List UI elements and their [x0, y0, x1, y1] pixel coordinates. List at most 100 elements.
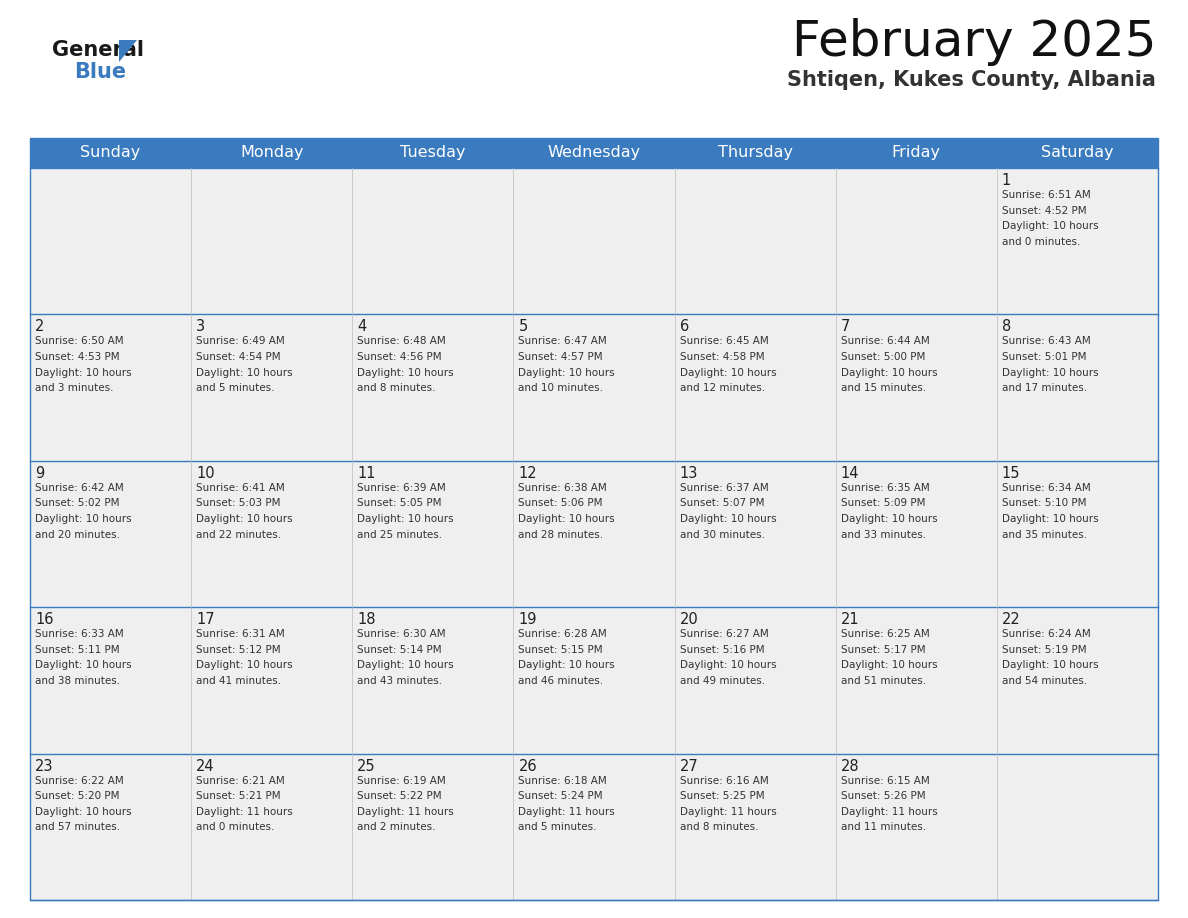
- Text: 17: 17: [196, 612, 215, 627]
- Text: Sunrise: 6:16 AM: Sunrise: 6:16 AM: [680, 776, 769, 786]
- Text: Sunrise: 6:33 AM: Sunrise: 6:33 AM: [34, 629, 124, 639]
- Text: Daylight: 10 hours: Daylight: 10 hours: [680, 514, 776, 524]
- Text: Sunset: 5:22 PM: Sunset: 5:22 PM: [358, 791, 442, 801]
- Bar: [30, 168, 1158, 314]
- Text: Daylight: 10 hours: Daylight: 10 hours: [518, 660, 615, 670]
- Text: and 8 minutes.: and 8 minutes.: [358, 383, 436, 393]
- Text: Sunrise: 6:21 AM: Sunrise: 6:21 AM: [196, 776, 285, 786]
- Text: 10: 10: [196, 465, 215, 481]
- Text: Daylight: 10 hours: Daylight: 10 hours: [680, 660, 776, 670]
- Text: Sunset: 5:01 PM: Sunset: 5:01 PM: [1001, 352, 1086, 362]
- Text: Sunset: 5:06 PM: Sunset: 5:06 PM: [518, 498, 604, 509]
- Text: 13: 13: [680, 465, 697, 481]
- Text: 26: 26: [518, 758, 537, 774]
- Bar: [30, 314, 1158, 461]
- Text: and 11 minutes.: and 11 minutes.: [841, 823, 925, 833]
- Text: Daylight: 10 hours: Daylight: 10 hours: [1001, 221, 1099, 231]
- Text: Sunrise: 6:34 AM: Sunrise: 6:34 AM: [1001, 483, 1091, 493]
- Text: Sunrise: 6:30 AM: Sunrise: 6:30 AM: [358, 629, 446, 639]
- Text: 9: 9: [34, 465, 44, 481]
- Text: Sunday: Sunday: [81, 145, 140, 161]
- Text: Sunrise: 6:19 AM: Sunrise: 6:19 AM: [358, 776, 446, 786]
- Bar: [30, 138, 1158, 168]
- Text: and 10 minutes.: and 10 minutes.: [518, 383, 604, 393]
- Text: Sunset: 5:12 PM: Sunset: 5:12 PM: [196, 644, 280, 655]
- Text: Sunset: 4:53 PM: Sunset: 4:53 PM: [34, 352, 120, 362]
- Text: Sunset: 5:11 PM: Sunset: 5:11 PM: [34, 644, 120, 655]
- Bar: [30, 754, 1158, 900]
- Text: 3: 3: [196, 319, 206, 334]
- Text: Sunset: 5:10 PM: Sunset: 5:10 PM: [1001, 498, 1086, 509]
- Text: Daylight: 10 hours: Daylight: 10 hours: [1001, 367, 1099, 377]
- Text: and 57 minutes.: and 57 minutes.: [34, 823, 120, 833]
- Text: Daylight: 10 hours: Daylight: 10 hours: [358, 514, 454, 524]
- Text: Sunset: 4:52 PM: Sunset: 4:52 PM: [1001, 206, 1087, 216]
- Text: Sunset: 5:24 PM: Sunset: 5:24 PM: [518, 791, 604, 801]
- Text: 23: 23: [34, 758, 53, 774]
- Text: Sunset: 5:20 PM: Sunset: 5:20 PM: [34, 791, 120, 801]
- Text: Daylight: 10 hours: Daylight: 10 hours: [841, 660, 937, 670]
- Text: 28: 28: [841, 758, 859, 774]
- Text: Daylight: 11 hours: Daylight: 11 hours: [196, 807, 293, 817]
- Text: Tuesday: Tuesday: [400, 145, 466, 161]
- Text: and 51 minutes.: and 51 minutes.: [841, 676, 925, 686]
- Text: Sunrise: 6:31 AM: Sunrise: 6:31 AM: [196, 629, 285, 639]
- Text: Daylight: 10 hours: Daylight: 10 hours: [34, 660, 132, 670]
- Text: 27: 27: [680, 758, 699, 774]
- Text: Sunrise: 6:47 AM: Sunrise: 6:47 AM: [518, 336, 607, 346]
- Text: 15: 15: [1001, 465, 1020, 481]
- Text: Sunrise: 6:15 AM: Sunrise: 6:15 AM: [841, 776, 929, 786]
- Text: Sunrise: 6:45 AM: Sunrise: 6:45 AM: [680, 336, 769, 346]
- Text: Sunset: 5:19 PM: Sunset: 5:19 PM: [1001, 644, 1087, 655]
- Text: Friday: Friday: [892, 145, 941, 161]
- Text: and 17 minutes.: and 17 minutes.: [1001, 383, 1087, 393]
- Text: Sunrise: 6:18 AM: Sunrise: 6:18 AM: [518, 776, 607, 786]
- Text: Sunrise: 6:41 AM: Sunrise: 6:41 AM: [196, 483, 285, 493]
- Text: Wednesday: Wednesday: [548, 145, 640, 161]
- Text: Sunset: 5:07 PM: Sunset: 5:07 PM: [680, 498, 764, 509]
- Text: Daylight: 11 hours: Daylight: 11 hours: [518, 807, 615, 817]
- Text: and 33 minutes.: and 33 minutes.: [841, 530, 925, 540]
- Text: Daylight: 10 hours: Daylight: 10 hours: [680, 367, 776, 377]
- Text: and 0 minutes.: and 0 minutes.: [1001, 237, 1080, 247]
- Text: Sunset: 5:21 PM: Sunset: 5:21 PM: [196, 791, 280, 801]
- Text: Sunrise: 6:43 AM: Sunrise: 6:43 AM: [1001, 336, 1091, 346]
- Text: Daylight: 10 hours: Daylight: 10 hours: [358, 660, 454, 670]
- Text: 6: 6: [680, 319, 689, 334]
- Text: and 8 minutes.: and 8 minutes.: [680, 823, 758, 833]
- Text: and 5 minutes.: and 5 minutes.: [518, 823, 596, 833]
- Text: Sunrise: 6:50 AM: Sunrise: 6:50 AM: [34, 336, 124, 346]
- Text: and 2 minutes.: and 2 minutes.: [358, 823, 436, 833]
- Text: Sunrise: 6:22 AM: Sunrise: 6:22 AM: [34, 776, 124, 786]
- Text: Daylight: 10 hours: Daylight: 10 hours: [1001, 514, 1099, 524]
- Text: and 25 minutes.: and 25 minutes.: [358, 530, 442, 540]
- Text: General: General: [52, 40, 144, 60]
- Text: Sunrise: 6:48 AM: Sunrise: 6:48 AM: [358, 336, 446, 346]
- Text: 2: 2: [34, 319, 44, 334]
- Text: Daylight: 10 hours: Daylight: 10 hours: [1001, 660, 1099, 670]
- Text: Daylight: 11 hours: Daylight: 11 hours: [841, 807, 937, 817]
- Text: Sunset: 5:25 PM: Sunset: 5:25 PM: [680, 791, 764, 801]
- Text: and 49 minutes.: and 49 minutes.: [680, 676, 765, 686]
- Text: Sunset: 4:57 PM: Sunset: 4:57 PM: [518, 352, 604, 362]
- Text: 4: 4: [358, 319, 367, 334]
- Text: Sunrise: 6:25 AM: Sunrise: 6:25 AM: [841, 629, 929, 639]
- Text: and 35 minutes.: and 35 minutes.: [1001, 530, 1087, 540]
- Text: Sunrise: 6:24 AM: Sunrise: 6:24 AM: [1001, 629, 1091, 639]
- Text: Daylight: 10 hours: Daylight: 10 hours: [196, 514, 292, 524]
- Text: and 5 minutes.: and 5 minutes.: [196, 383, 274, 393]
- Text: 8: 8: [1001, 319, 1011, 334]
- Text: Sunrise: 6:28 AM: Sunrise: 6:28 AM: [518, 629, 607, 639]
- Text: Sunset: 4:58 PM: Sunset: 4:58 PM: [680, 352, 764, 362]
- Polygon shape: [119, 40, 137, 62]
- Text: Daylight: 10 hours: Daylight: 10 hours: [196, 367, 292, 377]
- Text: Sunrise: 6:38 AM: Sunrise: 6:38 AM: [518, 483, 607, 493]
- Text: Sunrise: 6:44 AM: Sunrise: 6:44 AM: [841, 336, 929, 346]
- Bar: [30, 607, 1158, 754]
- Text: Sunset: 5:09 PM: Sunset: 5:09 PM: [841, 498, 925, 509]
- Text: Daylight: 10 hours: Daylight: 10 hours: [34, 514, 132, 524]
- Text: Sunset: 5:15 PM: Sunset: 5:15 PM: [518, 644, 604, 655]
- Text: 16: 16: [34, 612, 53, 627]
- Text: and 28 minutes.: and 28 minutes.: [518, 530, 604, 540]
- Text: Sunset: 5:03 PM: Sunset: 5:03 PM: [196, 498, 280, 509]
